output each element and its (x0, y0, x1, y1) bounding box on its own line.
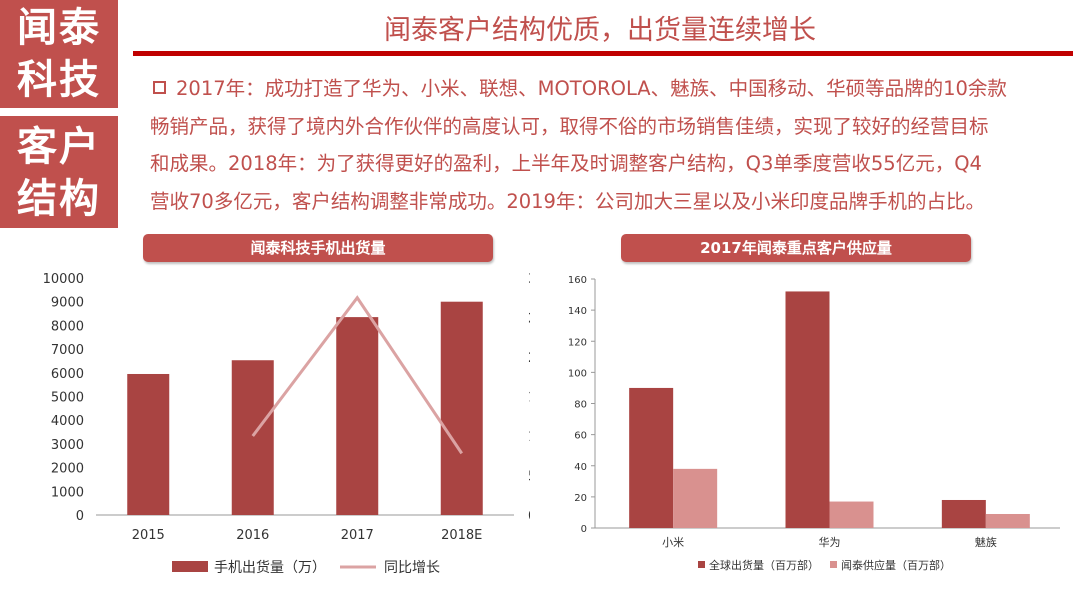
y-tick-label: 0 (581, 524, 587, 535)
legend-global-swatch (698, 561, 705, 568)
company-tag-line1: 闻泰 (17, 5, 101, 51)
y-right-tick-label: 30% (528, 272, 530, 287)
shipment-bar (231, 360, 274, 515)
x-tick-label: 华为 (819, 535, 841, 549)
growth-series-line (251, 295, 463, 455)
x-tick-label: 2017 (341, 528, 374, 543)
y-tick-label: 120 (568, 337, 587, 348)
body-line-1: 2017年：成功打造了华为、小米、联想、MOTOROLA、魅族、中国移动、华硕等… (150, 70, 1055, 108)
global-shipment-bar (941, 499, 986, 528)
y-tick-label: 160 (568, 275, 587, 286)
global-shipment-bar (629, 387, 674, 528)
title-divider (133, 51, 1073, 56)
y-right-tick-label: 20% (528, 351, 530, 366)
y-tick-label: 40 (574, 462, 587, 473)
y-left-tick-label: 10000 (43, 272, 84, 287)
global-shipment-bar (785, 291, 830, 528)
y-left-tick-label: 6000 (51, 367, 84, 382)
y-left-tick-label: 3000 (51, 438, 84, 453)
x-tick-label: 2015 (132, 528, 165, 543)
section-tag-line1: 客户 (17, 124, 101, 170)
body-paragraph: 2017年：成功打造了华为、小米、联想、MOTOROLA、魅族、中国移动、华硕等… (150, 70, 1055, 220)
shipment-chart: 0 1000 2000 3000 4000 5000 6000 7000 8000 9000 100… (43, 272, 530, 576)
x-tick-label: 2018E (441, 528, 482, 543)
shipment-bar (127, 373, 170, 515)
slide-title: 闻泰客户结构优质，出货量连续增长 (384, 15, 816, 46)
x-tick-label: 2016 (236, 528, 269, 543)
y-tick-label: 140 (568, 306, 587, 317)
y-left-tick-label: 0 (76, 509, 84, 524)
x-tick-label: 小米 (662, 536, 684, 549)
body-line-2: 畅销产品，获得了境内外合作伙伴的高度认可，取得不俗的市场销售佳绩，实现了较好的经… (150, 114, 989, 138)
shipment-bar (336, 317, 379, 515)
y-left-tick-label: 9000 (51, 296, 84, 311)
legend-line-label: 同比增长 (384, 560, 440, 576)
y-left-tick-label: 2000 (51, 462, 84, 477)
section-tag: 客户 结构 (0, 116, 118, 228)
y-right-tick-label: 10% (528, 430, 530, 445)
legend-bar-swatch (172, 561, 208, 572)
y-tick-label: 80 (574, 400, 587, 411)
x-tick-label: 魅族 (975, 535, 997, 549)
company-tag-line2: 科技 (17, 57, 101, 103)
legend-global-label: 全球出货量（百万部） (709, 558, 819, 572)
y-right-tick-label: 5% (528, 470, 530, 485)
wingtech-supply-bar (829, 501, 874, 528)
shipment-bar (440, 301, 483, 515)
customer-chart-title: 2017年闻泰重点客户供应量 (621, 234, 971, 262)
section-tag-line2: 结构 (17, 176, 101, 222)
company-tag: 闻泰 科技 (0, 0, 118, 108)
y-left-tick-label: 8000 (51, 319, 84, 334)
body-line-4: 营收70多亿元，客户结构调整非常成功。2019年：公司加大三星以及小米印度品牌手… (150, 189, 985, 213)
body-line-3: 和成果。2018年：为了获得更好的盈利，上半年及时调整客户结构，Q3单季度营收5… (150, 152, 982, 175)
legend-supply-swatch (830, 561, 837, 568)
y-right-tick-label: 0% (528, 509, 530, 524)
bullet-square-icon (153, 81, 166, 94)
y-tick-label: 20 (574, 493, 587, 504)
y-right-tick-label: 15% (528, 391, 530, 406)
y-tick-label: 100 (568, 368, 587, 379)
wingtech-supply-bar (673, 468, 718, 528)
wingtech-supply-bar (985, 513, 1030, 528)
y-tick-label: 60 (574, 431, 587, 442)
legend-bar-label: 手机出货量（万） (214, 559, 326, 576)
y-left-tick-label: 4000 (51, 414, 84, 429)
y-left-tick-label: 1000 (51, 485, 84, 500)
y-right-tick-label: 25% (528, 312, 530, 327)
y-left-tick-label: 7000 (51, 343, 84, 358)
legend-supply-label: 闻泰供应量（百万部） (841, 558, 951, 572)
shipment-chart-title: 闻泰科技手机出货量 (143, 234, 493, 262)
body-line-1-text: 2017年：成功打造了华为、小米、联想、MOTOROLA、魅族、中国移动、华硕等… (176, 77, 1007, 100)
y-left-tick-label: 5000 (51, 391, 84, 406)
